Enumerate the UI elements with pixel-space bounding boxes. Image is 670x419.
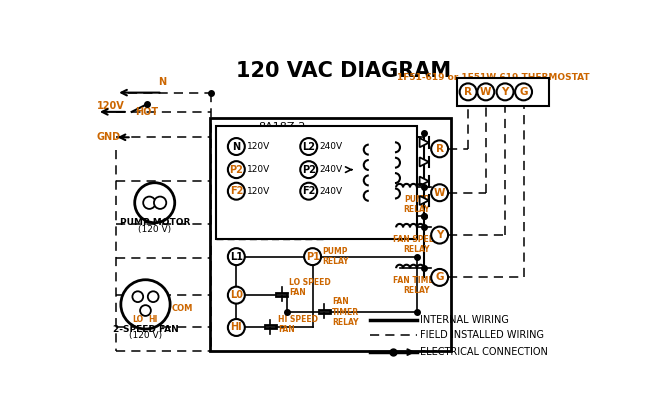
Text: FAN TIMER
RELAY: FAN TIMER RELAY [393,276,440,295]
Circle shape [515,83,532,100]
Text: L0: L0 [230,290,243,300]
Text: LO SPEED
FAN: LO SPEED FAN [289,278,331,297]
Bar [458,78,549,106]
Text: P2: P2 [229,165,243,175]
Circle shape [228,248,245,265]
Circle shape [431,227,448,243]
Text: ELECTRICAL CONNECTION: ELECTRICAL CONNECTION [420,347,548,357]
Text: L2: L2 [302,142,315,152]
Circle shape [300,183,317,200]
Text: PUMP MOTOR: PUMP MOTOR [119,218,190,228]
Circle shape [431,140,448,157]
Text: HI: HI [149,315,158,324]
Text: 240V: 240V [320,187,342,196]
Text: HI: HI [230,323,242,333]
Text: F2: F2 [230,186,243,196]
Circle shape [477,83,494,100]
Text: 120V: 120V [247,165,271,174]
Circle shape [148,291,159,302]
Polygon shape [419,196,429,205]
Text: (120 V): (120 V) [129,331,162,340]
Polygon shape [419,176,429,186]
Circle shape [304,248,321,265]
Text: G: G [519,87,528,97]
Text: 120V: 120V [247,142,271,151]
Text: PUMP
RELAY: PUMP RELAY [322,247,348,266]
Circle shape [228,319,245,336]
Text: Y: Y [436,230,444,240]
Polygon shape [419,157,429,166]
Bar [210,118,451,351]
Circle shape [228,161,245,178]
Circle shape [496,83,513,100]
Circle shape [154,197,166,209]
Circle shape [460,83,476,100]
Text: P2: P2 [302,165,316,175]
Circle shape [135,183,175,223]
Circle shape [143,197,155,209]
Text: N: N [232,142,241,152]
Circle shape [228,287,245,304]
Text: 1F51-619 or 1F51W-619 THERMOSTAT: 1F51-619 or 1F51W-619 THERMOSTAT [397,73,590,83]
Text: INTERNAL WIRING: INTERNAL WIRING [420,315,509,325]
Circle shape [431,184,448,201]
Text: W: W [480,87,492,97]
Text: W: W [434,188,446,198]
Text: Y: Y [501,87,509,97]
Text: G: G [436,272,444,282]
Text: PUMP
RELAY: PUMP RELAY [403,195,429,215]
Circle shape [300,138,317,155]
Circle shape [431,269,448,286]
Circle shape [140,305,151,316]
Text: 120V: 120V [97,101,125,111]
Text: 2-SPEED FAN: 2-SPEED FAN [113,325,178,334]
Circle shape [228,138,245,155]
Text: GND: GND [97,132,121,142]
Text: N: N [158,77,166,87]
Text: F2: F2 [302,186,316,196]
Text: COM: COM [172,304,193,313]
Text: FIELD INSTALLED WIRING: FIELD INSTALLED WIRING [420,330,544,340]
Polygon shape [419,138,429,147]
Text: R: R [464,87,472,97]
Text: FAN
TIMER
RELAY: FAN TIMER RELAY [332,297,359,327]
Circle shape [228,183,245,200]
Circle shape [121,280,170,329]
Text: P1: P1 [306,252,320,261]
Text: 120 VAC DIAGRAM: 120 VAC DIAGRAM [236,61,451,81]
Text: 240V: 240V [320,165,342,174]
Text: LO: LO [132,315,143,324]
Circle shape [300,161,317,178]
Text: HOT: HOT [135,107,159,117]
Bar [216,126,417,239]
Text: 120V: 120V [247,187,271,196]
Text: (120 V): (120 V) [138,225,172,233]
Text: L1: L1 [230,252,243,261]
Circle shape [133,291,143,302]
Text: 240V: 240V [320,142,342,151]
Text: R: R [436,144,444,154]
Text: HI SPEED
FAN: HI SPEED FAN [278,315,318,334]
Text: 8A18Z-2: 8A18Z-2 [258,122,306,132]
Text: FAN SPEED
RELAY: FAN SPEED RELAY [393,235,440,254]
